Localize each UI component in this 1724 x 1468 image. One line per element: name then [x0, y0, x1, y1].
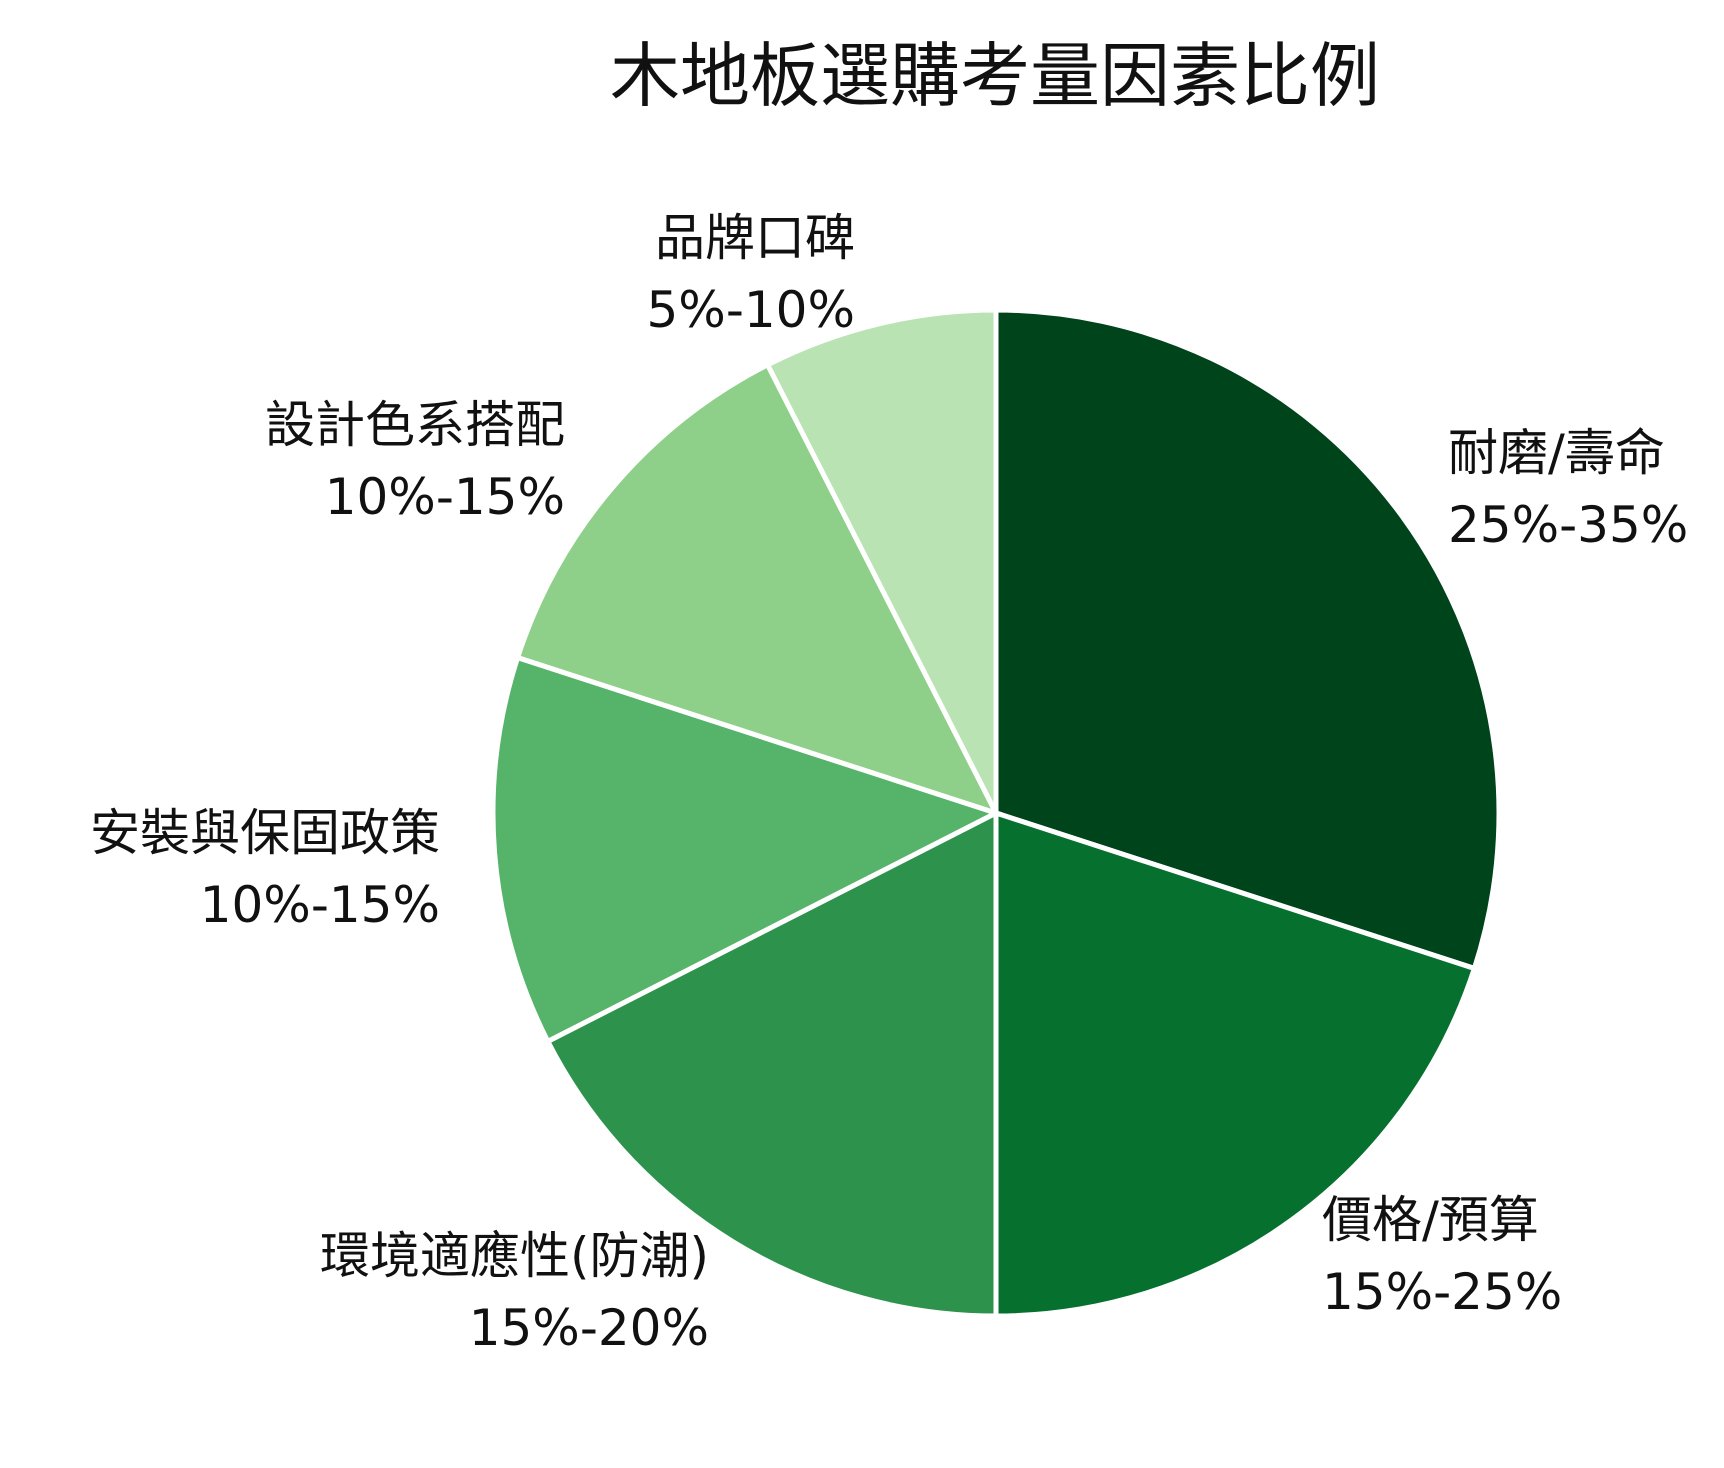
slice-label-name: 價格/預算: [1322, 1191, 1539, 1249]
slice-label-range: 15%-25%: [1322, 1263, 1562, 1321]
slice-label-range: 15%-20%: [469, 1299, 709, 1357]
pie-slice: [764, 307, 999, 815]
slice-label-range: 10%-15%: [200, 876, 440, 934]
pie-slice: [544, 808, 999, 1319]
slice-label: 耐磨/壽命 25%-35%: [1448, 424, 1688, 554]
pie-slices: [490, 307, 1502, 1319]
pie-slice: [514, 361, 1001, 818]
pie-slice: [993, 809, 1478, 1319]
slice-label-range: 5%-10%: [647, 281, 856, 339]
slice-label-name: 耐磨/壽命: [1448, 424, 1665, 482]
slice-label-name: 品牌口碑: [655, 209, 855, 267]
chart-title: 木地板選購考量因素比例: [610, 35, 1380, 117]
slice-label-name: 環境適應性(防潮): [320, 1227, 709, 1285]
slice-label-name: 安裝與保固政策: [90, 804, 440, 862]
pie-labels: 耐磨/壽命 25%-35% 價格/預算 15%-25% 環境適應性(防潮) 15%-20%…: [90, 209, 1688, 1357]
pie-slice: [993, 307, 1502, 972]
slice-label-range: 25%-35%: [1448, 496, 1688, 554]
slice-label: 環境適應性(防潮) 15%-20%: [320, 1227, 709, 1357]
pie-slice: [490, 654, 1003, 1045]
slice-label: 設計色系搭配 10%-15%: [265, 396, 565, 526]
slice-label-name: 設計色系搭配: [265, 396, 565, 454]
slice-label: 價格/預算 15%-25%: [1322, 1191, 1562, 1321]
slice-label: 安裝與保固政策 10%-15%: [90, 804, 440, 934]
slice-label: 品牌口碑 5%-10%: [647, 209, 856, 339]
slice-label-range: 10%-15%: [325, 468, 565, 526]
